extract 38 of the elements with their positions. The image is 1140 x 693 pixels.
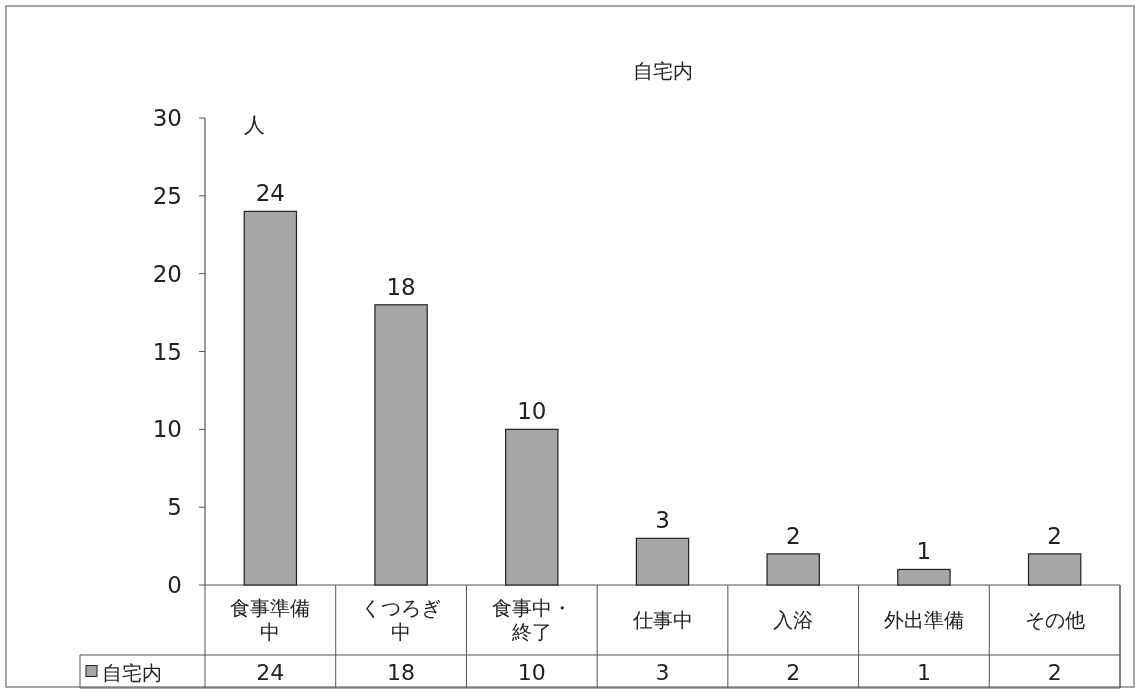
text: 10 (517, 398, 547, 425)
chart-title: 自宅内 (632, 59, 693, 83)
text: 1 (916, 538, 932, 565)
y-axis-title: 人 (243, 113, 265, 137)
x-tick-label: 食事中・終了 (491, 596, 572, 644)
y-tick-label: 0 (167, 572, 182, 598)
data-label: 18 (387, 659, 416, 685)
bar (766, 553, 820, 586)
x-tick-label: 外出準備 (883, 608, 964, 632)
y-tick-label: 20 (152, 260, 182, 287)
data-label: 1 (916, 659, 931, 685)
y-tick-label: 30 (152, 105, 182, 131)
y-tick-label: 5 (167, 494, 182, 521)
x-tick-label: その他 (1024, 608, 1085, 632)
legend-label: 自宅内 (102, 660, 162, 685)
text: 24 (255, 180, 285, 207)
data-label: 3 (655, 659, 670, 685)
x-tick-label: 食事準備中 (230, 596, 311, 644)
y-tick-label: 25 (152, 182, 182, 209)
text: 2 (1047, 522, 1062, 549)
bar (1027, 553, 1082, 586)
data-label: 2 (786, 659, 801, 685)
bar (897, 568, 951, 586)
data-label: 24 (256, 659, 285, 685)
y-tick-label: 15 (152, 338, 182, 365)
data-label: 2 (1047, 659, 1062, 685)
x-tick-label: 入浴 (773, 608, 814, 632)
y-tick-label: 10 (152, 416, 182, 443)
x-tick-label: 仕事中 (631, 608, 693, 632)
x-tick-label: くつろぎ中 (361, 596, 442, 644)
bar (505, 428, 559, 586)
bar (635, 537, 690, 586)
bar (243, 210, 298, 586)
text: 2 (785, 522, 801, 549)
bar (374, 304, 428, 586)
text: 18 (386, 273, 416, 300)
data-label: 10 (517, 659, 546, 685)
text: 3 (655, 507, 670, 534)
